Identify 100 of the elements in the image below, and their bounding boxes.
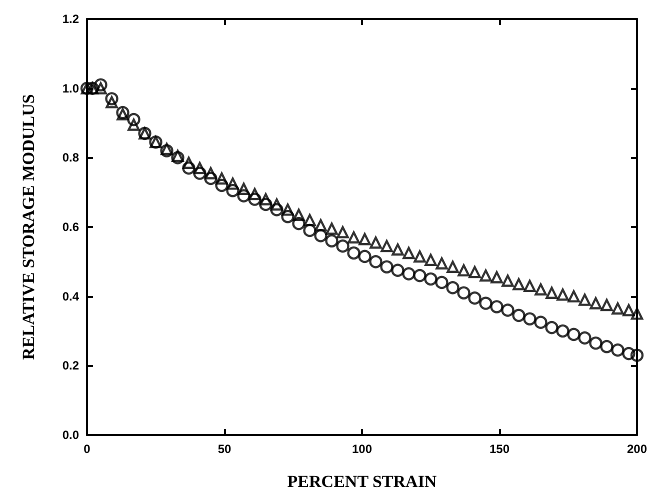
x-tick-label: 0 [84,442,91,456]
point [105,92,118,106]
point [502,274,514,287]
point [490,300,504,314]
point [226,178,239,190]
point [193,166,206,180]
point [458,264,470,276]
y-tick-label: 0.0 [62,428,80,442]
x-tick-label: 50 [218,442,232,456]
point [304,214,316,226]
y-tick-label: 0.2 [62,358,80,373]
y-axis-title: RELATIVE STORAGE MODULUS [19,94,38,360]
point [292,208,305,221]
point [237,189,250,202]
point [413,268,426,282]
point [578,331,592,345]
point [424,272,438,286]
point [402,267,416,280]
point [436,257,448,270]
point [358,250,372,264]
point [435,276,448,290]
x-tick-label: 200 [626,442,648,456]
point [600,298,613,312]
y-tick-label: 0.4 [62,289,80,304]
point [326,222,338,235]
point [468,291,482,305]
point [578,294,591,306]
point [392,243,404,256]
point [215,178,228,192]
point [556,324,570,338]
point [182,161,196,175]
x-axis-title: PERCENT STRAIN [287,472,438,491]
point [314,219,327,232]
x-tick-label: 100 [352,442,372,456]
point [534,316,548,329]
point [336,226,349,238]
point [303,224,316,238]
point [270,198,283,211]
point [556,288,569,301]
point [106,96,118,108]
point [127,112,140,126]
y-tick-label: 0.8 [62,150,80,165]
point [424,254,437,266]
point [292,216,306,230]
point [336,239,350,253]
point [369,255,382,268]
point [314,229,328,242]
point [512,308,526,322]
point [238,182,250,195]
y-tick-label: 1.0 [62,81,80,96]
point [545,320,558,334]
point [490,271,503,284]
point [380,260,394,274]
point [446,281,460,294]
point [414,250,426,263]
point [348,231,360,244]
point [534,283,547,296]
point [630,308,644,320]
point [128,118,140,131]
point [248,188,261,200]
y-tick-label: 0.6 [62,220,80,234]
point [600,340,614,354]
point [282,204,294,216]
point [370,236,382,249]
point [480,269,492,282]
point [611,343,624,357]
point [512,278,525,290]
point [94,82,107,94]
point [259,198,272,212]
point [358,233,371,246]
point [347,246,360,260]
point [622,304,635,316]
point [630,348,644,362]
point [204,172,218,186]
point [226,184,240,198]
point [270,203,284,216]
y-tick-label: 1.2 [62,12,80,26]
point [479,296,492,310]
point [281,210,294,224]
point [194,162,206,174]
point [446,260,459,273]
point [216,172,228,185]
point [204,167,217,180]
point [524,280,536,292]
point [568,290,580,302]
point [589,336,602,350]
point [391,264,404,277]
point [468,266,481,278]
point [523,312,536,326]
point [182,156,195,169]
x-tick-label: 150 [489,442,510,456]
point [248,192,262,206]
point [546,286,558,299]
point [612,302,624,315]
point [457,286,470,300]
point [590,297,602,310]
point [260,193,272,206]
point [380,240,393,252]
point [501,304,514,317]
point [567,328,580,342]
